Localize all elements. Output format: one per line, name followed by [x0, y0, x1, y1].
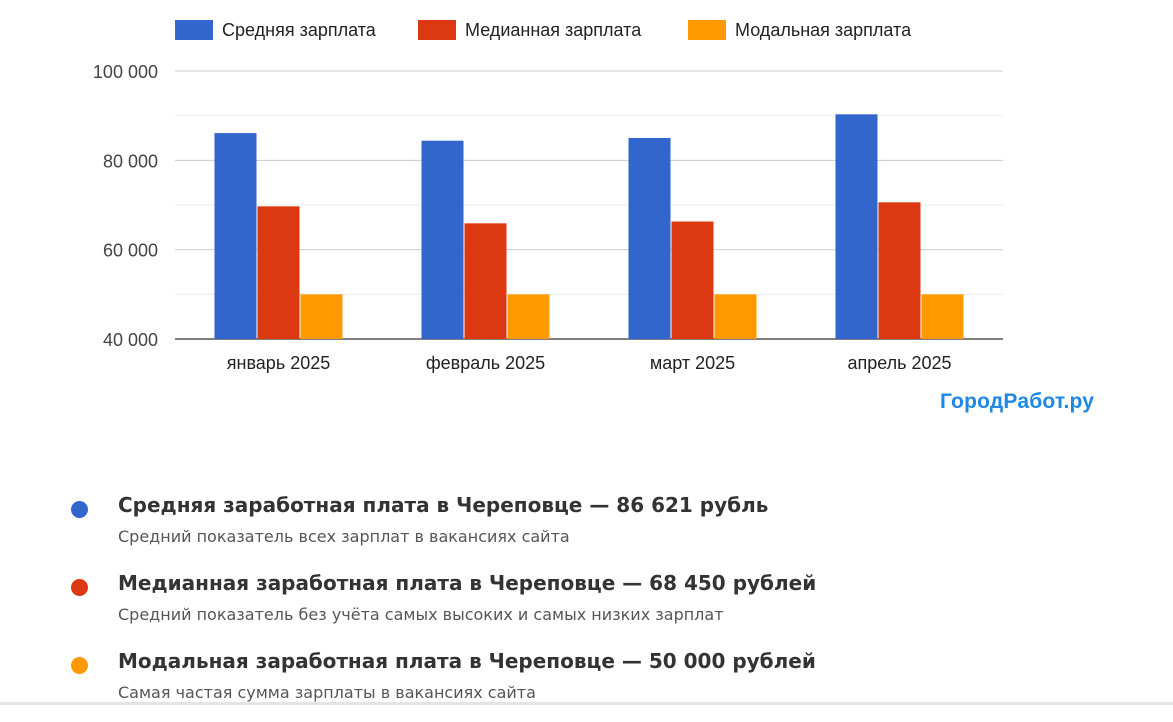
legend-item[interactable]: Модальная зарплата: [688, 20, 912, 40]
stat-average-desc: Средний показатель всех зарплат в ваканс…: [118, 527, 570, 546]
brand-logo[interactable]: ГородРабот.ру: [940, 390, 1095, 413]
bar-2-1[interactable]: [257, 206, 300, 339]
bar-2-3[interactable]: [671, 221, 714, 339]
salary-bar-chart: 40 000 60 000 80 000 100 000 январь 2025 фев…: [93, 20, 1003, 373]
stat-average-title: Средняя заработная плата в Череповце — 8…: [118, 493, 769, 517]
orange-dot-icon: [71, 657, 88, 674]
chart-bars: [214, 114, 964, 340]
legend-label: Медианная зарплата: [465, 20, 642, 40]
legend-label: Средняя зарплата: [222, 20, 377, 40]
y-tick-label: 40 000: [103, 330, 158, 350]
bar-1-4[interactable]: [835, 114, 878, 340]
x-tick-label: март 2025: [650, 353, 735, 373]
stat-median-desc: Средний показатель без учёта самых высок…: [118, 605, 724, 624]
bar-2-4[interactable]: [878, 202, 921, 339]
legend-label: Модальная зарплата: [735, 20, 912, 40]
y-tick-label: 80 000: [103, 151, 158, 171]
x-tick-label: апрель 2025: [847, 353, 951, 373]
bar-1-1[interactable]: [214, 133, 257, 339]
stat-median-title: Медианная заработная плата в Череповце —…: [118, 571, 817, 595]
salary-stats-list: Средняя заработная плата в Череповце — 8…: [0, 488, 1173, 722]
bottom-divider: [0, 702, 1173, 705]
y-tick-label: 100 000: [93, 62, 158, 82]
stat-modal-desc: Самая частая сумма зарплаты в вакансиях …: [118, 683, 536, 702]
stat-modal-title: Модальная заработная плата в Череповце —…: [118, 649, 816, 673]
legend-item[interactable]: Медианная зарплата: [418, 20, 642, 40]
x-tick-label: февраль 2025: [426, 353, 545, 373]
legend-item[interactable]: Средняя зарплата: [175, 20, 377, 40]
x-tick-label: январь 2025: [227, 353, 331, 373]
y-tick-label: 60 000: [103, 241, 158, 261]
bar-3-4[interactable]: [921, 294, 964, 339]
y-axis: 40 000 60 000 80 000 100 000: [93, 62, 158, 350]
blue-dot-icon: [71, 501, 88, 518]
bar-3-2[interactable]: [507, 294, 550, 339]
bar-1-3[interactable]: [628, 138, 671, 339]
legend-swatch: [688, 20, 726, 40]
bar-1-2[interactable]: [421, 140, 464, 339]
x-axis: январь 2025 февраль 2025 март 2025 апрель 2…: [227, 353, 952, 373]
chart-legend: Средняя зарплата Медианная зарплата Модаль…: [175, 20, 912, 40]
stat-average: Средняя заработная плата в Череповце — 8…: [0, 488, 1173, 566]
legend-swatch: [418, 20, 456, 40]
stat-modal: Модальная заработная плата в Череповце —…: [0, 644, 1173, 722]
legend-swatch: [175, 20, 213, 40]
red-dot-icon: [71, 579, 88, 596]
bar-3-1[interactable]: [300, 294, 343, 339]
bar-2-2[interactable]: [464, 223, 507, 339]
bar-3-3[interactable]: [714, 294, 757, 339]
stat-median: Медианная заработная плата в Череповце —…: [0, 566, 1173, 644]
